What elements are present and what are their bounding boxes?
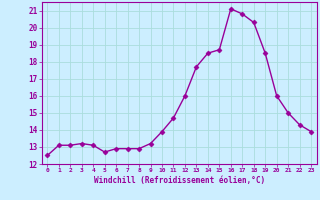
X-axis label: Windchill (Refroidissement éolien,°C): Windchill (Refroidissement éolien,°C) bbox=[94, 176, 265, 185]
